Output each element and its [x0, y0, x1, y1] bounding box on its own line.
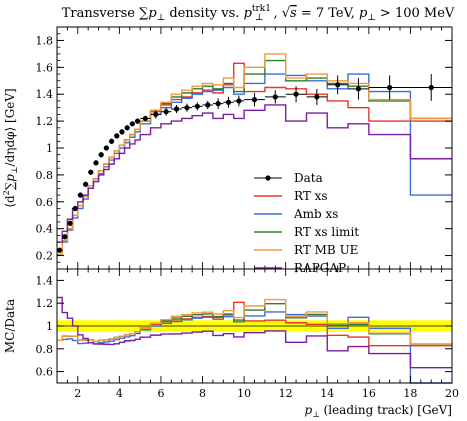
y-tick-label: 1.4 [36, 88, 54, 101]
ratio-line-rapgap [57, 296, 452, 369]
data-point [314, 94, 320, 100]
ratio-y-ticks: 0.6 0.8 1 1.2 1.4 [36, 274, 452, 379]
y-tick-label: 1.6 [36, 61, 54, 74]
series-line-rt-xs-limit [57, 59, 452, 255]
series-line-rapgap [57, 104, 452, 243]
data-point [124, 125, 130, 131]
x-axis-title: p⊥ (leading track) [GeV] [305, 403, 452, 419]
data-point [387, 84, 393, 91]
ratio-y-tick-label: 0.8 [36, 343, 54, 356]
y-tick-label: 0.2 [36, 250, 54, 263]
data-point [184, 105, 190, 111]
x-tick-label: 14 [320, 387, 334, 400]
x-tick-label: 20 [445, 387, 459, 400]
ratio-plot-frame [56, 268, 453, 384]
data-point [251, 97, 258, 103]
data-point [98, 152, 104, 158]
ratio-y-axis-title: MC/Data [3, 299, 17, 353]
data-point [428, 84, 434, 91]
data-point [56, 247, 63, 253]
y-tick-label: 0.4 [36, 223, 54, 236]
x-tick-label: 10 [237, 387, 251, 400]
y-tick-label: 0.8 [36, 169, 54, 182]
main-panel: 0.2 0.4 0.6 0.8 1 1.2 1.4 1.6 1.8 Data RT xs Amb x… [36, 26, 453, 275]
data-point [134, 118, 141, 124]
legend-label-rapgap: RAPGAP [294, 261, 346, 275]
legend-label-rt-mb-ue: RT MB UE [294, 243, 358, 257]
ratio-series-layer [57, 296, 452, 384]
data-point [77, 192, 83, 198]
data-point [215, 101, 221, 107]
data-point [67, 220, 73, 226]
data-point [163, 109, 169, 115]
data-point [153, 111, 159, 117]
data-point [93, 160, 99, 166]
data-point [114, 133, 120, 139]
data-point [82, 181, 89, 187]
data-point [72, 205, 78, 212]
data-point [103, 145, 109, 151]
data-point [225, 99, 232, 105]
legend-label-amb-xs: Amb xs [293, 207, 338, 221]
data-point [355, 86, 362, 92]
plot-title: Transverse ∑p⊥ density vs. ptrk1 ⊥, √s = … [62, 4, 455, 23]
data-point [272, 94, 278, 100]
legend-marker-data [265, 175, 271, 181]
y-tick-label: 1.2 [36, 115, 54, 128]
data-point [129, 121, 135, 127]
data-point [119, 129, 125, 135]
x-tick-label: 8 [199, 387, 206, 400]
data-point [205, 102, 211, 108]
legend: Data RT xs Amb xs RT xs limit RT MB UE RAPGAP [254, 171, 359, 275]
x-tick-label: 2 [74, 387, 81, 400]
data-point [236, 98, 242, 104]
data-point [194, 103, 200, 109]
data-point [173, 106, 180, 112]
data-point [293, 91, 299, 97]
main-series-layer [57, 53, 452, 255]
x-tick-label: 6 [157, 387, 164, 400]
x-tick-label: 4 [116, 387, 123, 400]
ratio-y-tick-label: 1.2 [36, 297, 54, 310]
legend-label-rt-xs: RT xs [294, 189, 328, 203]
data-points-layer [56, 74, 452, 253]
ratio-y-tick-label: 0.6 [36, 366, 54, 379]
y-tick-label: 0.6 [36, 196, 54, 209]
y-tick-label: 1.8 [36, 34, 54, 47]
data-point [88, 169, 94, 175]
legend-label-rt-xs-limit: RT xs limit [294, 225, 359, 239]
y-axis-title: ⟨d2∑p⊥/dηdφ⟩ [GeV] [2, 88, 19, 207]
x-tick-label: 16 [362, 387, 376, 400]
y-tick-label: 1 [46, 142, 53, 155]
legend-label-data: Data [294, 171, 323, 185]
data-point [62, 234, 68, 240]
ratio-y-tick-label: 1 [46, 320, 53, 333]
ratio-panel: 0.6 0.8 1 1.2 1.4 2 4 6 8 10 12 14 16 18 20 [36, 268, 459, 400]
x-tick-label: 18 [403, 387, 417, 400]
main-y-ticks: 0.2 0.4 0.6 0.8 1 1.2 1.4 1.6 1.8 [36, 33, 452, 270]
data-point [108, 138, 115, 144]
data-point [142, 115, 148, 122]
data-point [335, 82, 341, 88]
x-tick-label: 12 [279, 387, 293, 400]
ratio-y-tick-label: 1.4 [36, 274, 54, 287]
